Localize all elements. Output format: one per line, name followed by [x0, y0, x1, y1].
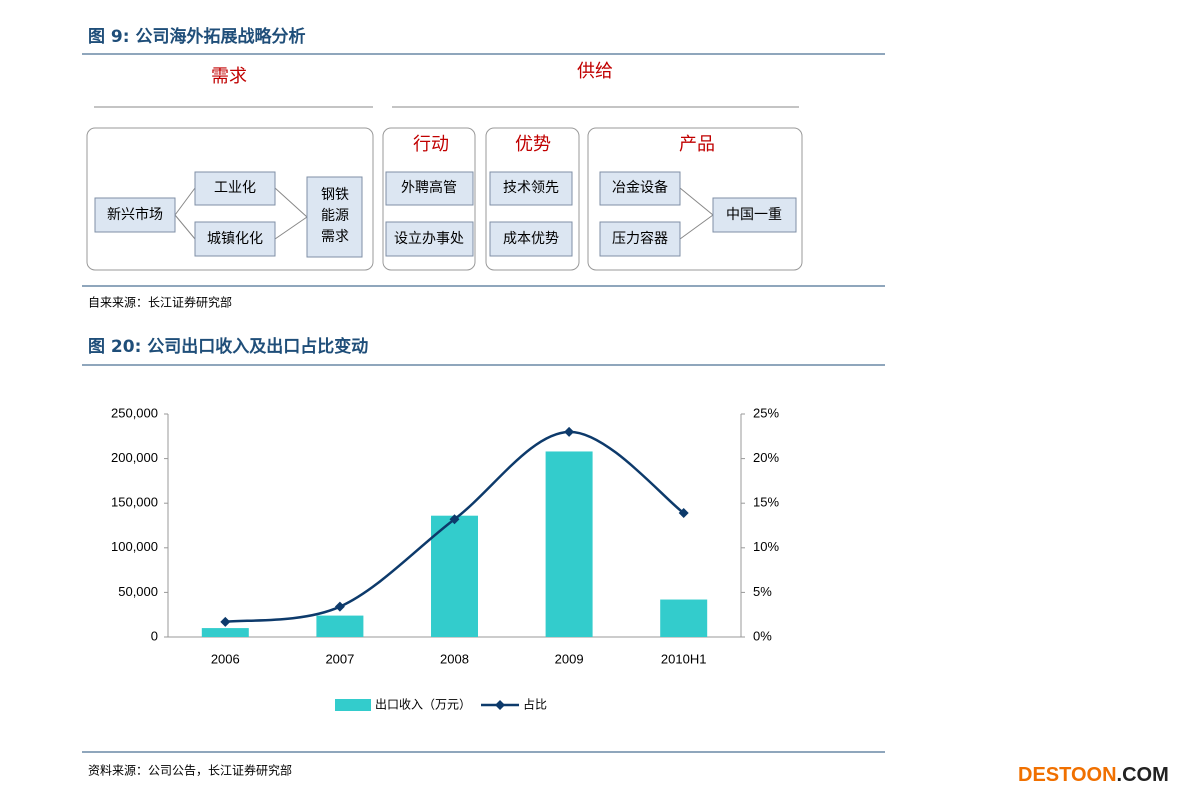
y-tick-label: 0 — [151, 628, 158, 643]
bar — [316, 615, 364, 637]
legend-swatch — [495, 700, 506, 710]
node — [194, 221, 276, 257]
y2-tick-label: 15% — [753, 495, 779, 510]
legend-swatch — [335, 699, 371, 711]
group-header: 优势 — [515, 134, 551, 155]
figure-title: 图 9: 公司海外拓展战略分析 — [88, 26, 305, 47]
marker — [449, 514, 460, 525]
bar — [431, 515, 478, 637]
node-label: 设立办事处 — [394, 231, 464, 247]
source-note: 资料来源：公司公告，长江证券研究部 — [88, 763, 292, 778]
node-label: 新兴市场 — [107, 206, 163, 223]
y2-tick-label: 10% — [753, 539, 779, 554]
node-label: 需求 — [321, 229, 349, 245]
x-tick-label: 2010H1 — [661, 651, 707, 666]
section-label: 需求 — [211, 66, 247, 87]
y2-tick-label: 0% — [753, 628, 772, 643]
node — [489, 171, 573, 206]
figure-title: 图 20: 公司出口收入及出口占比变动 — [88, 336, 368, 357]
y2-tick-label: 5% — [753, 584, 772, 599]
x-tick-label: 2007 — [325, 651, 354, 666]
source-note: 自来来源：长江证券研究部 — [88, 295, 232, 310]
bar — [201, 628, 249, 637]
y2-tick-label: 20% — [753, 450, 779, 465]
y-tick-label: 250,000 — [111, 405, 158, 420]
node — [194, 171, 276, 206]
watermark: DESTOON.COM — [1018, 764, 1169, 786]
node — [94, 197, 176, 233]
node-label: 技术领先 — [503, 180, 559, 196]
connector — [174, 187, 308, 240]
connector — [679, 187, 714, 240]
legend-label: 占比 — [523, 697, 547, 712]
marker — [678, 508, 689, 519]
bar — [545, 451, 593, 637]
watermark-part: .COM — [1117, 764, 1169, 786]
node — [599, 221, 681, 257]
watermark-part: DESTOON — [1018, 764, 1117, 786]
node — [489, 221, 573, 257]
node-label: 外聘高管 — [401, 179, 457, 196]
y-tick-label: 200,000 — [111, 450, 158, 465]
node — [385, 171, 474, 206]
group-header: 行动 — [413, 134, 449, 155]
y-tick-label: 150,000 — [111, 495, 158, 510]
node — [599, 171, 681, 206]
y2-tick-label: 25% — [753, 405, 779, 420]
node-label: 冶金设备 — [612, 179, 668, 196]
x-tick-label: 2006 — [211, 651, 240, 666]
node-label: 工业化 — [214, 180, 256, 196]
node — [385, 221, 474, 257]
marker — [564, 426, 575, 437]
y-tick-label: 50,000 — [118, 584, 158, 599]
node-label: 中国一重 — [726, 207, 782, 223]
node — [712, 197, 797, 233]
marker — [334, 601, 345, 612]
node-label: 能源 — [321, 208, 349, 224]
bar — [660, 599, 708, 637]
node-label: 压力容器 — [612, 230, 668, 247]
chart: 0 50,000 100,000 150,000 200,000 250,000 0% 5% 1… — [111, 405, 779, 711]
node-label: 钢铁 — [321, 187, 349, 203]
node — [306, 176, 363, 258]
x-tick-label: 2009 — [555, 651, 584, 666]
x-tick-label: 2008 — [440, 651, 469, 666]
section-label: 供给 — [577, 61, 613, 82]
legend-label: 出口收入（万元） — [375, 698, 471, 712]
y-tick-label: 100,000 — [111, 539, 158, 554]
node-label: 城镇化化 — [207, 231, 263, 247]
marker — [220, 616, 231, 627]
group-header: 产品 — [679, 134, 715, 155]
node-label: 成本优势 — [503, 231, 559, 247]
